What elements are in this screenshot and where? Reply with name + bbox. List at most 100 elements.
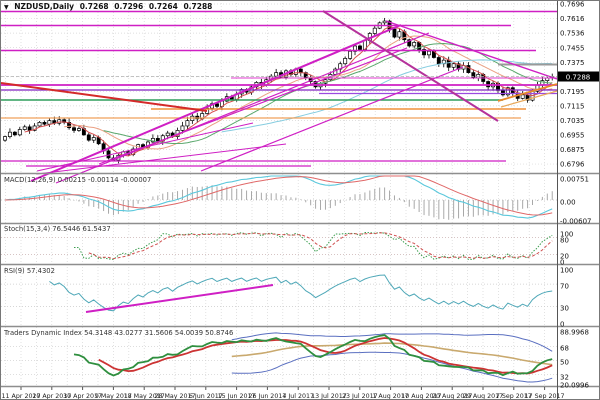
candle-body [22,126,27,130]
tdi-axis-label: 50 [560,358,569,366]
candle-body [27,126,32,131]
stoch-main-line [73,231,553,260]
time-axis-label: 15 Jun 2017 [218,393,256,400]
trend-line-object [497,83,558,102]
candle-body [165,132,170,137]
candle-body [348,50,353,59]
tdi-axis-label: 20.0996 [560,381,589,389]
candle-body [407,39,412,47]
time-axis-label: 11 Apr 2017 [2,393,41,400]
stoch-axis-label: 20 [560,252,569,260]
candle-body [392,28,397,38]
time-axis-label: 20 Aug 2017 [432,393,472,400]
rsi-axis-label: 30 [560,304,569,312]
trend-line-object [36,122,254,172]
candle-body [185,120,190,127]
candle-body [17,129,22,136]
trend-line-object [85,284,274,313]
time-axis-label: 30 Apr 2017 [63,393,102,400]
ohlc-close: 0.7288 [183,2,213,11]
candle-body [358,45,362,50]
candle-body [353,45,357,52]
trend-line-object [55,32,430,184]
rsi-line [49,274,553,312]
candle-body [37,122,42,127]
time-axis-label: 28 May 2017 [154,393,195,400]
trend-line-object [385,20,558,80]
ma-line-5 [24,26,553,157]
tdi-axis-label: 88.9968 [560,328,589,336]
candle-body [422,49,427,56]
candle-body [466,65,471,73]
price-axis-label: 0.6955 [560,132,585,140]
window-marker-icon[interactable]: ▼ [4,4,9,11]
candle-body [7,131,12,137]
candle-body [382,20,387,24]
trend-line-object [500,90,558,108]
rsi-axis-label: 100 [560,266,573,274]
current-price-label: 0.7288 [566,73,591,81]
candle-body [436,57,441,65]
candle-body [397,31,402,38]
candle-body [446,59,451,68]
stoch-panel-label: Stoch(15,3,4) 76.5446 61.5437 [4,225,111,233]
tdi-price-line [73,334,553,377]
time-axis-label: 4 Jul 2017 [282,393,314,400]
time-axis-label: 26 Jun 2017 [248,393,286,400]
price-axis-label: 0.6875 [560,146,585,154]
price-axis-label: 0.7115 [560,102,585,110]
candle-body [155,138,160,142]
price-axis-label: 0.7616 [560,15,585,23]
stoch-axis-label: 0 [560,258,564,266]
price-axis-label: 0.6796 [560,161,585,169]
macd-axis-label: 0.00751 [560,175,589,183]
ohlc-low: 0.7264 [148,2,178,11]
candle-body [12,131,17,136]
candle-body [47,120,52,125]
chart-title: ▼ NZDUSD,Daily 0.7268 0.7296 0.7264 0.72… [4,2,215,11]
candle-body [86,134,91,141]
trend-line-object [322,10,499,122]
trend-line-object [1,82,208,112]
time-axis-label: 29 Aug 2017 [463,393,503,400]
price-axis-label: 0.7536 [560,30,585,38]
macd-panel-label: MACD(12,26,9) 0.00215 -0.00114 -0.00007 [4,176,152,184]
candle-body [427,50,431,56]
candle-body [412,42,417,47]
candle-body [343,58,348,65]
candle-body [274,72,279,77]
rsi-panel-label: RSI(9) 57.4302 [4,267,55,275]
tdi-lower-band [231,351,553,383]
ma-line-45 [221,59,553,133]
ohlc-open: 0.7268 [79,2,109,11]
price-axis-label: 0.7455 [560,44,585,52]
rsi-axis-label: 0 [560,320,564,328]
candle-body [72,127,76,131]
trend-line-object [36,143,287,175]
time-axis-label: 20 Apr 2017 [32,393,71,400]
current-price-box [558,71,599,82]
macd-axis-label: -0.00607 [560,217,591,225]
tdi-upper-band [231,332,553,352]
candle-body [520,94,525,99]
time-axis-label: 7 Sep 2017 [496,393,532,400]
price-axis-label: 0.7195 [560,88,585,96]
time-axis-label: 1 Aug 2017 [372,393,408,400]
stoch-axis-label: 80 [560,236,569,244]
tdi-panel-label: Traders Dynamic Index 54.3148 43.0277 31… [4,329,234,337]
price-axis-label: 0.7375 [560,59,585,67]
trend-line-object [98,47,408,165]
macd-axis-label: 0.00 [560,198,576,206]
price-axis-label: 0.7696 [560,1,585,9]
trend-line-object [30,24,402,182]
time-axis-label: 18 May 2017 [124,393,165,400]
rsi-axis-label: 70 [560,282,569,290]
time-axis-label: 23 Jul 2017 [342,393,378,400]
candle-body [298,68,303,73]
time-axis-label: 13 Jul 2017 [311,393,347,400]
trend-line-object [200,66,464,172]
ohlc-high: 0.7296 [114,2,144,11]
time-axis-label: 6 Jun 2017 [189,393,223,400]
candle-body [76,128,81,131]
